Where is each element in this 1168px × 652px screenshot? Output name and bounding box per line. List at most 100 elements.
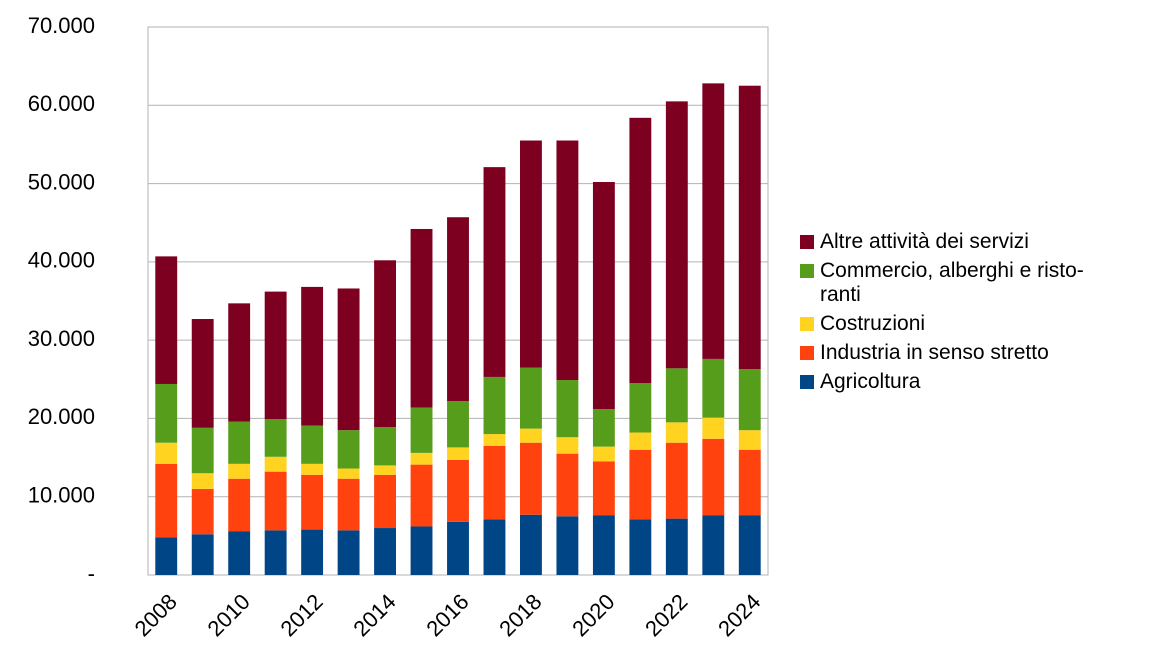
x-tick-label: 2024 bbox=[713, 589, 765, 641]
bar-segment bbox=[556, 516, 579, 575]
legend-swatch bbox=[800, 375, 814, 389]
x-tick-label: 2022 bbox=[640, 589, 692, 641]
bar-segment bbox=[592, 182, 615, 410]
bar-segment bbox=[264, 419, 287, 457]
bar-segment bbox=[191, 427, 214, 474]
bar-segment bbox=[337, 288, 360, 431]
bar-segment bbox=[374, 427, 396, 466]
x-tick-label: 2008 bbox=[130, 589, 182, 641]
bar-segment bbox=[556, 437, 579, 454]
bar-segment bbox=[738, 369, 761, 431]
bar-segment bbox=[520, 367, 542, 429]
bar-segment bbox=[264, 471, 287, 531]
legend-label: Agricoltura bbox=[820, 370, 921, 393]
bar-segment bbox=[702, 515, 725, 575]
bar-segment bbox=[301, 474, 324, 530]
bar-segment bbox=[337, 468, 360, 479]
y-tick-label: - bbox=[88, 561, 95, 586]
bar-segment bbox=[191, 319, 214, 428]
bar-segment bbox=[447, 459, 469, 522]
legend-label: Costruzioni bbox=[820, 312, 926, 335]
legend-swatch bbox=[800, 264, 814, 278]
bar-segment bbox=[665, 442, 688, 519]
bar-segment bbox=[520, 442, 542, 515]
bar-segment bbox=[191, 534, 214, 575]
bar-segment bbox=[264, 456, 287, 472]
y-tick-label: 50.000 bbox=[28, 169, 95, 194]
bar-segment bbox=[264, 291, 287, 420]
bar-segment bbox=[592, 446, 615, 462]
bar-segment bbox=[228, 463, 251, 479]
bar-segment bbox=[629, 117, 652, 384]
bar-segment bbox=[264, 530, 287, 575]
bar-segment bbox=[228, 531, 251, 575]
legend-label: Industria in senso stretto bbox=[820, 341, 1049, 364]
bar-segment bbox=[447, 217, 469, 402]
bar-segment bbox=[556, 453, 579, 517]
bar-segment bbox=[702, 438, 725, 516]
legend-label: Altre attività dei servizi bbox=[820, 230, 1029, 253]
bar-segment bbox=[155, 537, 178, 575]
bar-segment bbox=[629, 519, 652, 575]
bar-segment bbox=[301, 529, 324, 575]
bar-segment bbox=[702, 417, 725, 439]
y-tick-label: 10.000 bbox=[28, 483, 95, 508]
bar-segment bbox=[228, 478, 251, 532]
bar-segment bbox=[592, 515, 615, 575]
bar-segment bbox=[155, 442, 178, 464]
bar-segment bbox=[702, 358, 725, 418]
x-tick-label: 2020 bbox=[567, 589, 619, 641]
bar-segment bbox=[483, 376, 506, 435]
bar-segment bbox=[629, 449, 652, 520]
bar-segment bbox=[228, 303, 251, 422]
bar-segment bbox=[629, 383, 652, 433]
x-tick-label: 2016 bbox=[421, 589, 473, 641]
bar-segment bbox=[191, 488, 214, 535]
legend-swatch bbox=[800, 346, 814, 360]
bar-segment bbox=[738, 430, 761, 450]
legend-item: Costruzioni bbox=[800, 312, 1084, 336]
bar-segment bbox=[374, 474, 396, 529]
bar-segment bbox=[738, 449, 761, 516]
bar-segment bbox=[556, 140, 579, 381]
bar-segment bbox=[629, 432, 652, 450]
bar-segment bbox=[410, 464, 433, 527]
bar-segment bbox=[155, 256, 178, 384]
legend-swatch bbox=[800, 235, 814, 249]
bar-segment bbox=[483, 167, 506, 377]
bar-segment bbox=[665, 368, 688, 423]
bar-segment bbox=[483, 519, 506, 575]
x-tick-label: 2018 bbox=[494, 589, 546, 641]
x-tick-label: 2010 bbox=[203, 589, 255, 641]
bar-segment bbox=[228, 421, 251, 464]
bar-segment bbox=[447, 521, 469, 575]
bar-segment bbox=[665, 422, 688, 443]
legend-label: Commercio, alberghi e risto- ranti bbox=[820, 259, 1084, 306]
bar-segment bbox=[665, 101, 688, 369]
bar-segment bbox=[738, 85, 761, 370]
bar-segment bbox=[556, 380, 579, 438]
legend-item: Commercio, alberghi e risto- ranti bbox=[800, 259, 1084, 307]
bar-segment bbox=[374, 528, 396, 575]
bar-segment bbox=[374, 260, 396, 428]
bar-segment bbox=[155, 383, 178, 443]
bar-segment bbox=[301, 286, 324, 426]
y-tick-label: 30.000 bbox=[28, 326, 95, 351]
bar-segment bbox=[410, 452, 433, 465]
bar-segment bbox=[410, 228, 433, 408]
bar-segment bbox=[665, 518, 688, 575]
y-tick-label: 40.000 bbox=[28, 248, 95, 273]
y-tick-label: 70.000 bbox=[28, 13, 95, 38]
y-tick-label: 60.000 bbox=[28, 91, 95, 116]
x-tick-label: 2012 bbox=[275, 589, 327, 641]
bar-segment bbox=[520, 428, 542, 443]
x-tick-label: 2014 bbox=[348, 589, 400, 641]
bar-segment bbox=[447, 401, 469, 448]
bar-segment bbox=[410, 407, 433, 453]
bar-segment bbox=[520, 514, 542, 575]
bar-segment bbox=[483, 434, 506, 446]
bar-segment bbox=[592, 461, 615, 516]
y-tick-label: 20.000 bbox=[28, 404, 95, 429]
